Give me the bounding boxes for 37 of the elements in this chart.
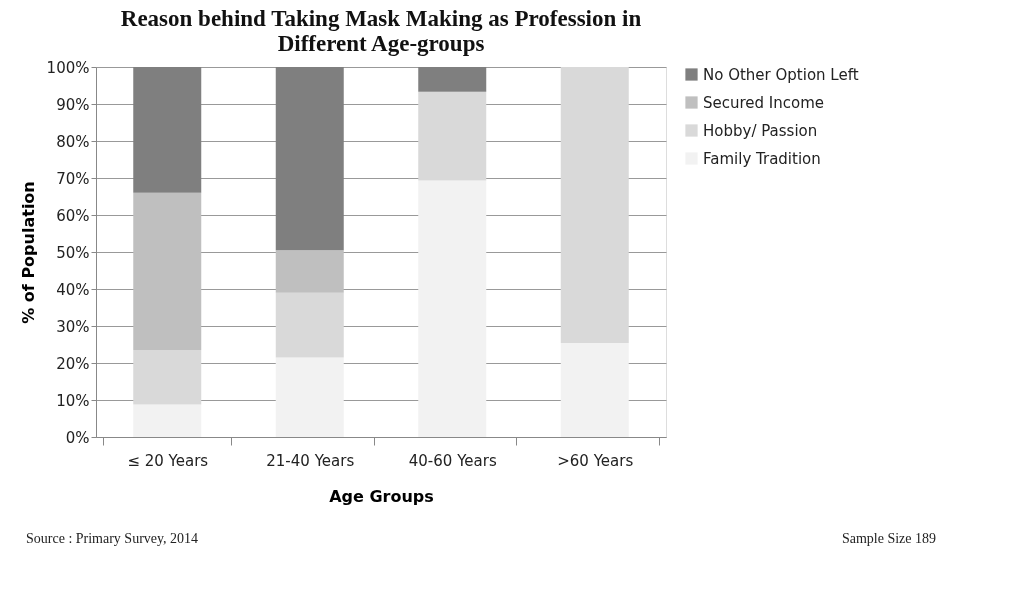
y-tick-label: 90% [56, 95, 90, 114]
bar [418, 67, 487, 92]
chart-title: Reason behind Taking Mask Making as Profession in Different Age-groups [120, 6, 642, 56]
y-tick-label: 100% [46, 58, 90, 77]
bar [275, 292, 344, 358]
bar [418, 91, 487, 181]
bar [133, 192, 202, 351]
y-tick-label: 70% [56, 169, 90, 188]
y-tick-label: 10% [56, 391, 90, 410]
x-axis-title: Age Groups [329, 486, 434, 506]
legend-label: Family Tradition [703, 149, 821, 168]
y-tick-label: 60% [56, 206, 90, 225]
bar [133, 350, 202, 405]
y-tick-label: 20% [56, 354, 90, 373]
bar [275, 250, 344, 293]
source-note: Source : Primary Survey, 2014 [26, 531, 199, 546]
bar [275, 67, 344, 251]
y-tick-label: 0% [65, 428, 90, 447]
bar [560, 343, 629, 437]
y-tick-label: 30% [56, 317, 90, 336]
x-tick-label: ≤ 20 Years [127, 451, 209, 470]
x-tick-label: 21-40 Years [266, 451, 355, 470]
x-tick-label: >60 Years [557, 451, 634, 470]
bar [133, 67, 202, 193]
y-tick-label: 50% [56, 243, 90, 262]
x-tick-label: 40-60 Years [408, 451, 497, 470]
legend-label: Secured Income [703, 93, 825, 112]
legend-label: Hobby/ Passion [703, 121, 818, 140]
bar [275, 357, 344, 437]
bar [418, 180, 487, 437]
y-tick-label: 80% [56, 132, 90, 151]
y-axis-title: % of Population [18, 181, 38, 324]
legend-label: No Other Option Left [703, 65, 859, 84]
text: Sample Size 189 [841, 531, 936, 546]
bar [133, 404, 202, 437]
y-tick-label: 40% [56, 280, 90, 299]
bar [560, 67, 629, 344]
